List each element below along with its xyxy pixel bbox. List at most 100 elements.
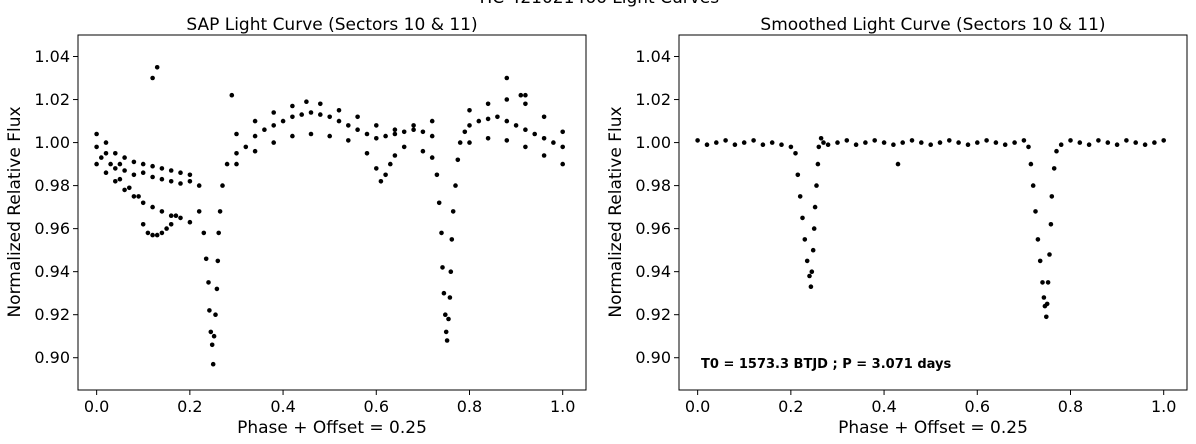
data-point xyxy=(1012,140,1017,145)
data-point xyxy=(909,138,915,143)
y-tick-label: 1.00 xyxy=(635,133,671,152)
data-point xyxy=(150,232,155,238)
data-point xyxy=(444,338,450,343)
data-point xyxy=(1035,237,1041,242)
data-point xyxy=(523,101,528,107)
data-point xyxy=(290,114,295,120)
x-tick-label: 1.0 xyxy=(1151,397,1176,416)
data-point xyxy=(1133,140,1138,145)
data-point xyxy=(844,138,850,143)
y-tick-label: 1.02 xyxy=(34,90,70,109)
data-point xyxy=(117,176,123,182)
data-point xyxy=(220,183,225,188)
data-point xyxy=(1045,280,1051,285)
data-point xyxy=(122,187,127,193)
data-point xyxy=(993,140,999,145)
y-tick-label: 1.04 xyxy=(34,47,70,66)
data-point xyxy=(103,170,109,175)
data-point xyxy=(401,144,407,150)
data-point xyxy=(113,151,118,156)
data-point xyxy=(448,269,454,275)
data-point xyxy=(168,168,174,173)
data-point xyxy=(355,114,360,120)
data-point xyxy=(168,213,174,218)
data-point xyxy=(504,75,510,81)
data-point xyxy=(168,179,174,184)
data-point xyxy=(541,114,547,120)
data-points xyxy=(695,136,1166,320)
data-point xyxy=(271,110,277,115)
data-point xyxy=(1044,314,1049,320)
data-point xyxy=(937,140,943,145)
data-point xyxy=(732,142,738,147)
data-point xyxy=(383,172,388,178)
data-point xyxy=(378,179,384,184)
x-tick-label: 0.4 xyxy=(270,397,295,416)
data-point xyxy=(196,209,202,214)
y-tick-label: 0.92 xyxy=(635,305,671,324)
x-axis-ticks: 0.0 0.2 0.4 0.6 0.8 1.0 xyxy=(685,390,1176,416)
data-point xyxy=(560,129,565,135)
y-tick-label: 1.04 xyxy=(635,47,671,66)
x-tick-label: 1.0 xyxy=(550,397,575,416)
data-point xyxy=(1028,161,1034,167)
data-point xyxy=(551,140,556,145)
data-point xyxy=(810,247,816,253)
data-point xyxy=(793,151,798,156)
data-point xyxy=(450,209,456,214)
data-point xyxy=(797,194,803,199)
data-point xyxy=(364,131,370,137)
data-point xyxy=(462,129,468,135)
data-point xyxy=(154,232,160,238)
y-tick-label: 0.90 xyxy=(34,348,70,367)
data-point xyxy=(327,114,333,120)
data-point xyxy=(560,161,565,167)
x-tick-label: 0.6 xyxy=(364,397,389,416)
data-point xyxy=(318,112,323,117)
y-tick-label: 0.90 xyxy=(635,348,671,367)
data-point xyxy=(224,161,230,167)
data-point xyxy=(290,103,295,109)
data-point xyxy=(984,138,989,143)
data-point xyxy=(714,140,719,145)
data-point xyxy=(187,219,193,225)
data-point xyxy=(560,144,565,150)
y-tick-label: 1.02 xyxy=(635,90,671,109)
data-point xyxy=(208,329,214,335)
data-point xyxy=(206,280,211,285)
data-point xyxy=(94,131,99,137)
data-point xyxy=(1047,252,1052,257)
data-point xyxy=(1049,194,1055,199)
data-point xyxy=(541,153,547,158)
data-point xyxy=(211,333,217,339)
data-point xyxy=(802,237,808,242)
data-point xyxy=(336,108,342,113)
data-point xyxy=(815,161,821,167)
data-point xyxy=(122,155,127,160)
data-point xyxy=(1058,142,1064,147)
data-point xyxy=(411,123,416,128)
data-point xyxy=(779,142,784,147)
data-point xyxy=(140,161,146,167)
data-point xyxy=(411,127,416,132)
data-point xyxy=(159,166,165,171)
data-point xyxy=(103,140,109,145)
data-point xyxy=(467,123,472,128)
data-point xyxy=(122,168,127,173)
data-point xyxy=(541,136,547,141)
data-point xyxy=(178,170,183,175)
data-point xyxy=(443,312,448,318)
data-point xyxy=(150,163,155,169)
data-point xyxy=(1054,148,1059,154)
data-point xyxy=(164,226,169,231)
data-point xyxy=(234,151,239,156)
data-point xyxy=(252,118,258,124)
data-point xyxy=(853,142,859,147)
figure-suptitle: TIC 421021466 Light Curves xyxy=(476,0,719,8)
data-point xyxy=(485,136,491,141)
data-point xyxy=(308,110,314,115)
data-point xyxy=(374,166,379,171)
data-point xyxy=(243,144,249,150)
data-point xyxy=(1114,142,1120,147)
x-tick-label: 0.0 xyxy=(685,397,710,416)
